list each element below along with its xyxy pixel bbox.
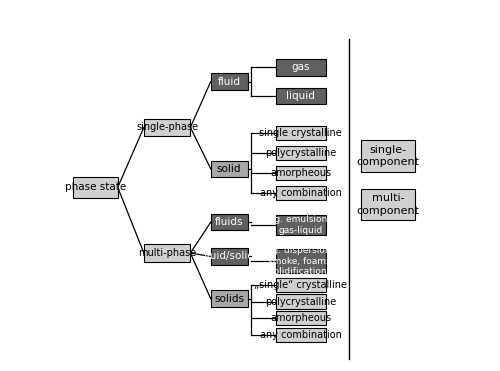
Text: „single“ crystalline: „single“ crystalline — [254, 280, 348, 290]
Text: fluids: fluids — [215, 217, 244, 227]
Text: e.g. emulsions,
gas-liquid: e.g. emulsions, gas-liquid — [266, 215, 335, 235]
Text: fluid/solid: fluid/solid — [204, 252, 254, 262]
FancyBboxPatch shape — [276, 215, 326, 235]
FancyBboxPatch shape — [210, 161, 248, 177]
FancyBboxPatch shape — [276, 88, 326, 104]
FancyBboxPatch shape — [73, 177, 118, 198]
FancyBboxPatch shape — [276, 59, 326, 76]
FancyBboxPatch shape — [144, 244, 190, 262]
Text: single-
component: single- component — [356, 145, 420, 167]
Text: single crystalline: single crystalline — [260, 128, 342, 138]
FancyBboxPatch shape — [276, 295, 326, 309]
Text: multi-phase: multi-phase — [138, 248, 196, 258]
Text: single-phase: single-phase — [136, 122, 198, 132]
FancyBboxPatch shape — [361, 189, 415, 220]
FancyBboxPatch shape — [144, 119, 190, 136]
Text: phase state: phase state — [65, 183, 126, 192]
Text: solids: solids — [214, 294, 244, 304]
FancyBboxPatch shape — [361, 140, 415, 172]
Text: multi-
component: multi- component — [356, 193, 420, 216]
Text: any combination: any combination — [260, 188, 342, 198]
FancyBboxPatch shape — [276, 186, 326, 200]
FancyBboxPatch shape — [210, 248, 248, 265]
Text: polycrystalline: polycrystalline — [265, 148, 336, 158]
FancyBboxPatch shape — [276, 166, 326, 180]
FancyBboxPatch shape — [210, 214, 248, 230]
Text: amorpheous: amorpheous — [270, 168, 332, 178]
FancyBboxPatch shape — [276, 328, 326, 342]
Text: polycrystalline: polycrystalline — [265, 297, 336, 306]
Text: amorpheous: amorpheous — [270, 313, 332, 323]
FancyBboxPatch shape — [276, 126, 326, 140]
FancyBboxPatch shape — [210, 290, 248, 307]
Text: gas: gas — [292, 62, 310, 72]
FancyBboxPatch shape — [276, 146, 326, 160]
FancyBboxPatch shape — [276, 249, 326, 273]
Text: solid: solid — [217, 164, 242, 174]
FancyBboxPatch shape — [210, 73, 248, 90]
Text: any combination: any combination — [260, 330, 342, 340]
Text: e.g. dispersions,
smoke, foams,
solidification..: e.g. dispersions, smoke, foams, solidifi… — [264, 246, 338, 276]
Text: liquid: liquid — [286, 91, 316, 101]
Text: fluid: fluid — [218, 77, 240, 87]
FancyBboxPatch shape — [276, 311, 326, 325]
FancyBboxPatch shape — [276, 278, 326, 292]
